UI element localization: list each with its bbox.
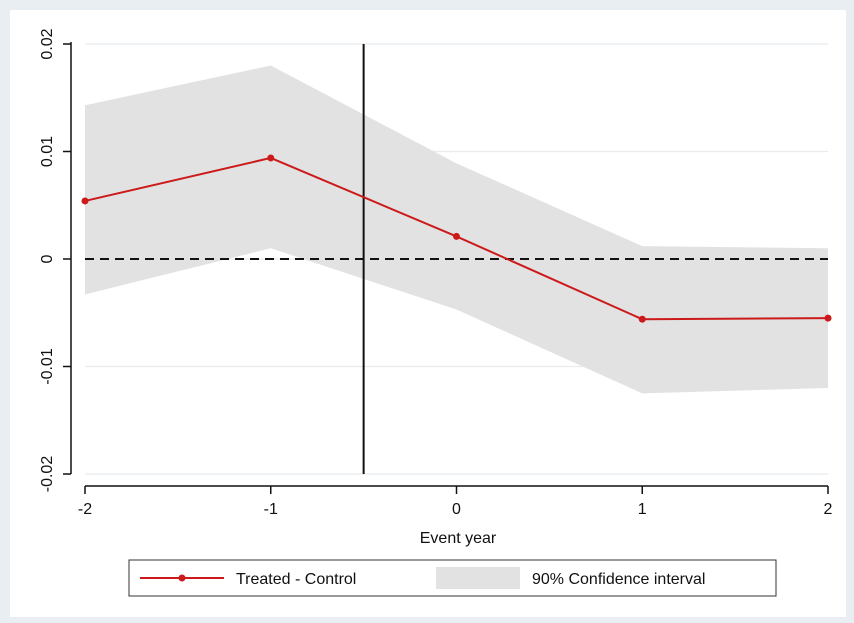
y-tick-label-4: 0.02 (39, 28, 56, 59)
y-tick-label-2: 0 (39, 254, 56, 263)
confidence-band (85, 65, 828, 394)
x-tick-label-0: -2 (78, 501, 92, 518)
data-point-0-2 (453, 232, 460, 240)
x-tick-label-3: 1 (638, 501, 647, 518)
x-tick-label-2: 0 (452, 501, 461, 518)
legend-label-band: 90% Confidence interval (532, 571, 705, 588)
x-tick-label-4: 2 (824, 501, 833, 518)
axes: -0.02 -0.01 0 0.01 0.02 -2 -1 0 1 2 (39, 28, 833, 518)
series-layer (81, 154, 832, 323)
legend-marker-swatch (178, 574, 186, 582)
legend: Treated - Control 90% Confidence interva… (128, 559, 777, 597)
data-point-0-0 (81, 197, 89, 205)
y-tick-label-0: -0.02 (39, 456, 56, 493)
x-tick-label-1: -1 (264, 501, 278, 518)
reference-lines (85, 44, 828, 474)
x-axis-title: Event year (420, 530, 497, 547)
legend-band-swatch (436, 567, 520, 589)
data-point-0-3 (638, 315, 646, 323)
data-point-0-4 (824, 314, 832, 322)
y-tick-label-1: -0.01 (39, 348, 56, 385)
legend-label-series: Treated - Control (236, 571, 356, 588)
confidence-band-area (85, 65, 828, 394)
y-tick-label-3: 0.01 (39, 136, 56, 167)
data-point-0-1 (267, 154, 275, 162)
